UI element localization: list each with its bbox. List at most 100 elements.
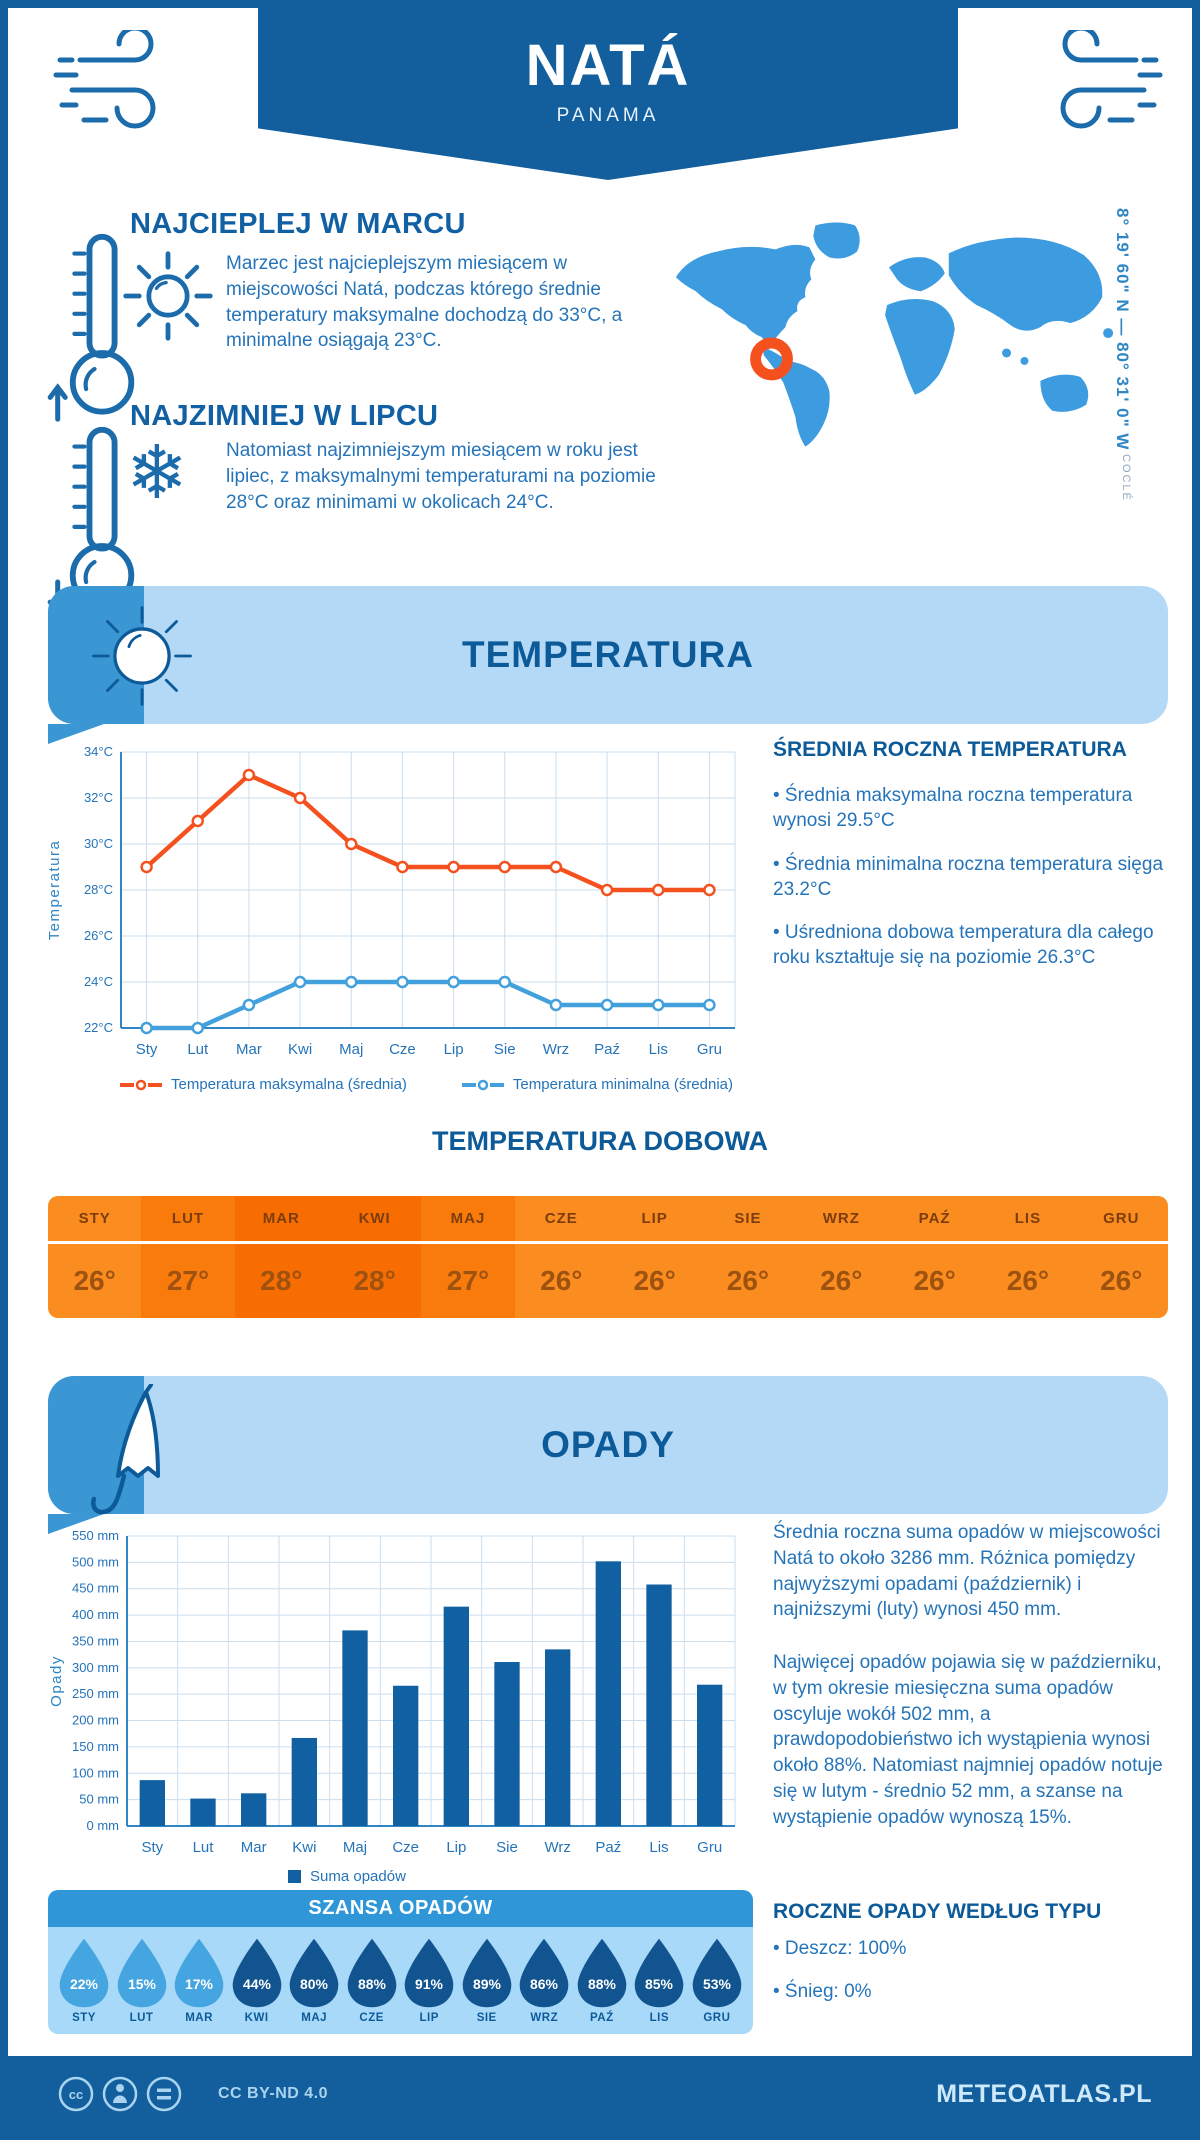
svg-text:Lut: Lut (193, 1839, 215, 1856)
svg-text:Temperatura: Temperatura (46, 840, 63, 941)
raindrop-icon: 85% (635, 1938, 684, 2008)
svg-text:Wrz: Wrz (543, 1041, 569, 1058)
svg-text:26°C: 26°C (84, 928, 113, 943)
drop-month-label: CZE (359, 2012, 384, 2024)
rain-drop-item: 44% KWI (229, 1937, 285, 2024)
raindrop-icon: 80% (289, 1938, 339, 2008)
precipitation-chart: 0 mm 50 mm 100 mm 150 mm 200 mm 250 mm 300 mm 3… (48, 1528, 736, 1856)
table-temperature-value: 26° (73, 1265, 116, 1296)
rain-drop-item: 53% GRU (689, 1937, 745, 2024)
precipitation-type-bullets: • Deszcz: 100% • Śnieg: 0% (773, 1936, 1173, 2023)
svg-text:250 mm: 250 mm (72, 1686, 119, 1701)
license-block: cc CC BY-ND 4.0 (56, 2072, 328, 2116)
raindrop-icon: 15% (117, 1938, 166, 2008)
drop-month-label: WRZ (530, 2012, 559, 2024)
table-temperature-value: 28° (353, 1265, 396, 1296)
wind-icon (53, 30, 156, 129)
svg-text:Lip: Lip (446, 1839, 466, 1856)
svg-text:88%: 88% (588, 1976, 617, 1992)
footer-bar: cc CC BY-ND 4.0 METEOATLAS.PL (8, 2056, 1192, 2132)
temperature-section-banner: TEMPERATURA (48, 586, 1168, 744)
table-temperature-value: 28° (260, 1265, 303, 1296)
precipitation-legend: Suma opadów (288, 1868, 406, 1885)
drop-month-label: MAJ (301, 2012, 328, 2024)
svg-text:Lis: Lis (649, 1839, 668, 1856)
table-column: GRU 26° (1074, 1196, 1168, 1318)
svg-text:Lip: Lip (444, 1041, 464, 1058)
precipitation-paragraph-2: Najwięcej opadów pojawia się w październ… (773, 1652, 1163, 1828)
svg-text:30°C: 30°C (84, 836, 113, 851)
legend-entry-max: Temperatura maksymalna (średnia) (120, 1076, 407, 1093)
legend-label-sum: Suma opadów (310, 1868, 406, 1885)
drop-month-label: KWI (244, 2012, 269, 2024)
svg-text:Gru: Gru (697, 1839, 722, 1856)
svg-text:15%: 15% (128, 1976, 157, 1992)
thermometer-up-icon (47, 233, 135, 422)
svg-text:150 mm: 150 mm (72, 1739, 119, 1754)
rain-drop-item: 80% MAJ (286, 1937, 342, 2024)
svg-text:350 mm: 350 mm (72, 1633, 119, 1648)
table-column: SIE 26° (701, 1196, 795, 1318)
rain-chance-drops: 22% STY 15% LUT 17% MAR 44% KWI 80% MAJ 88% CZE 91% L… (48, 1927, 753, 2034)
svg-text:300 mm: 300 mm (72, 1660, 119, 1675)
svg-text:Gru: Gru (697, 1041, 722, 1058)
svg-text:89%: 89% (473, 1976, 502, 1992)
svg-text:Maj: Maj (339, 1041, 363, 1058)
umbrella-icon (91, 1384, 160, 1515)
table-month-header: CZE (514, 1196, 608, 1244)
table-month-header: KWI (327, 1196, 422, 1244)
rain-drop-item: 91% LIP (401, 1937, 457, 2024)
svg-text:Mar: Mar (241, 1839, 267, 1856)
coordinates-block: 8° 19' 60" N — 80° 31' 0" W COCLÉ (1112, 208, 1132, 538)
table-month-header: STY (48, 1196, 142, 1244)
svg-text:Kwi: Kwi (292, 1839, 316, 1856)
temperature-legend: Temperatura maksymalna (średnia) Tempera… (120, 1076, 733, 1093)
precipitation-type-heading: ROCZNE OPADY WEDŁUG TYPU (773, 1900, 1102, 1923)
svg-text:53%: 53% (703, 1976, 732, 1992)
svg-text:91%: 91% (415, 1976, 444, 1992)
bullet-item: • Uśredniona dobowa temperatura dla całe… (773, 922, 1154, 969)
legend-square (288, 1870, 301, 1883)
svg-text:Sie: Sie (494, 1041, 516, 1058)
svg-text:Lut: Lut (187, 1041, 209, 1058)
cc-license-icons: cc (58, 2076, 182, 2112)
svg-text:Kwi: Kwi (288, 1041, 312, 1058)
site-name: METEOATLAS.PL (936, 2079, 1152, 2108)
svg-text:Maj: Maj (343, 1839, 367, 1856)
svg-text:80%: 80% (300, 1976, 329, 1992)
annual-temperature-heading: ŚREDNIA ROCZNA TEMPERATURA (773, 738, 1127, 761)
rain-drop-item: 89% SIE (459, 1937, 515, 2024)
precipitation-paragraph-1: Średnia roczna suma opadów w miejscowośc… (773, 1522, 1161, 1621)
table-temperature-value: 26° (1100, 1265, 1143, 1296)
rain-drop-item: 22% STY (56, 1937, 112, 2024)
world-map (675, 222, 1114, 447)
raindrop-icon: 86% (519, 1938, 569, 2008)
rain-drop-item: 86% WRZ (516, 1937, 572, 2024)
table-column: KWI 28° (327, 1196, 422, 1318)
wind-icon (1060, 30, 1163, 129)
raindrop-icon: 88% (347, 1938, 396, 2008)
rain-drop-item: 15% LUT (114, 1937, 170, 2024)
daily-temperature-table: STY 26° LUT 27° MAR 28° KWI 28° MAJ 27° CZE 26° LIP 2… (48, 1196, 1168, 1318)
legend-entry-min: Temperatura minimalna (średnia) (461, 1076, 734, 1093)
svg-text:Sty: Sty (136, 1041, 158, 1058)
precipitation-section-banner: OPADY (48, 1376, 1168, 1534)
rain-drop-item: 88% PAŹ (574, 1937, 630, 2024)
table-temperature-value: 26° (913, 1265, 956, 1296)
temperature-chart: 22°C 24°C 26°C 28°C 30°C 32°C 34°C Sty Lut Mar Kwi… (46, 744, 736, 1058)
license-label: CC BY-ND 4.0 (218, 2085, 329, 2102)
svg-text:17%: 17% (185, 1976, 214, 1992)
table-column: LIP 26° (607, 1196, 702, 1318)
warmest-heading: NAJCIEPLEJ W MARCU (130, 208, 466, 240)
svg-text:32°C: 32°C (84, 790, 113, 805)
svg-text:450 mm: 450 mm (72, 1581, 119, 1596)
svg-text:88%: 88% (358, 1976, 387, 1992)
svg-text:100 mm: 100 mm (72, 1765, 119, 1780)
legend-label-min: Temperatura minimalna (średnia) (512, 1076, 734, 1093)
svg-text:Sty: Sty (141, 1839, 163, 1856)
raindrop-icon: 22% (59, 1938, 109, 2008)
page-title: NATÁ (525, 33, 691, 98)
table-temperature-value: 27° (446, 1265, 490, 1296)
warmest-text: Marzec jest najcieplejszym miesiącem w m… (226, 253, 623, 352)
temperature-section-title: TEMPERATURA (462, 634, 754, 675)
